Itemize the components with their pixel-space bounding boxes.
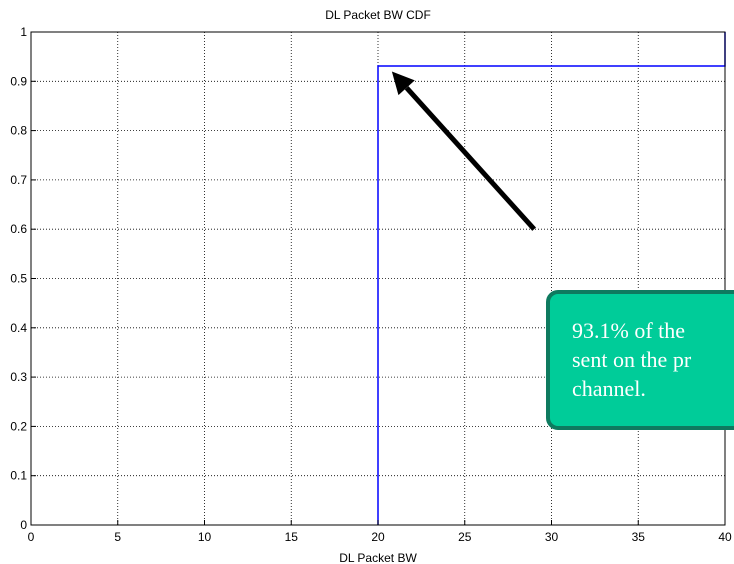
x-axis-label: DL Packet BW: [339, 551, 417, 564]
y-tick-label: 0.4: [10, 321, 27, 335]
annotation-arrow: [391, 71, 537, 231]
arrow-head: [391, 71, 415, 96]
annotation-callout: 93.1% of the sent on the pr channel.: [546, 290, 734, 430]
x-tick-label: 0: [28, 530, 35, 544]
x-tick-label: 30: [545, 530, 559, 544]
x-tick-label: 15: [285, 530, 299, 544]
y-tick-label: 0.8: [10, 124, 27, 138]
y-tick-label: 0: [20, 518, 27, 532]
x-tick-label: 40: [718, 530, 732, 544]
x-tick-label: 35: [632, 530, 646, 544]
x-tick-label: 10: [198, 530, 212, 544]
chart-title: DL Packet BW CDF: [325, 8, 431, 22]
y-tick-label: 0.6: [10, 222, 27, 236]
x-tick-label: 5: [114, 530, 121, 544]
axis-ticks: 0 5 10 15 20 25 30 35 40 0 0.1 0.2 0.3 0.4 0.5 0.6 0.7 0.…: [10, 25, 732, 544]
y-tick-label: 0.5: [10, 272, 27, 286]
annotation-line-2: sent on the pr: [572, 347, 692, 372]
y-tick-label: 1: [20, 25, 27, 39]
y-tick-label: 0.2: [10, 419, 27, 433]
y-tick-label: 0.3: [10, 370, 27, 384]
annotation-line-3: channel.: [572, 376, 646, 401]
x-tick-label: 20: [371, 530, 385, 544]
arrow-shaft: [404, 86, 537, 231]
x-tick-label: 25: [458, 530, 472, 544]
y-tick-label: 0.1: [10, 469, 27, 483]
y-tick-label: 0.7: [10, 173, 27, 187]
annotation-line-1: 93.1% of the: [572, 318, 686, 343]
y-tick-label: 0.9: [10, 74, 27, 88]
